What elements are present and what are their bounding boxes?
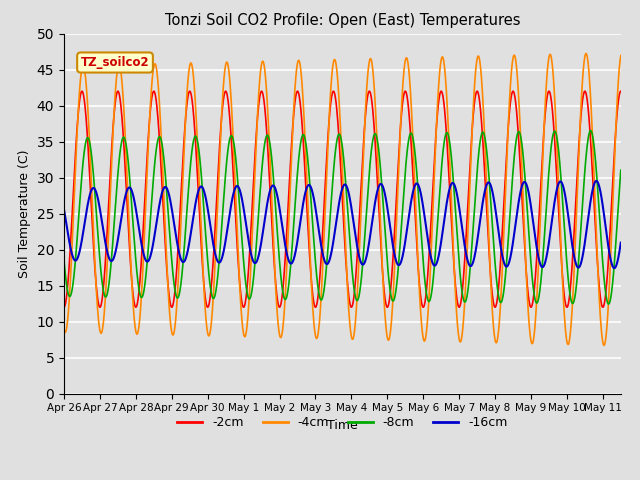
-2cm bbox=[60, 304, 68, 310]
-4cm bbox=[598, 330, 605, 336]
-4cm bbox=[600, 343, 608, 348]
-8cm bbox=[60, 257, 68, 263]
Title: Tonzi Soil CO2 Profile: Open (East) Temperatures: Tonzi Soil CO2 Profile: Open (East) Temp… bbox=[164, 13, 520, 28]
Line: -16cm: -16cm bbox=[64, 181, 621, 268]
Legend: -2cm, -4cm, -8cm, -16cm: -2cm, -4cm, -8cm, -16cm bbox=[172, 411, 513, 434]
-16cm bbox=[611, 265, 618, 271]
Line: -8cm: -8cm bbox=[64, 131, 621, 304]
Line: -4cm: -4cm bbox=[64, 53, 621, 346]
-16cm bbox=[346, 194, 353, 200]
-4cm bbox=[426, 282, 433, 288]
-4cm bbox=[409, 131, 417, 137]
X-axis label: Time: Time bbox=[327, 419, 358, 432]
-2cm bbox=[426, 243, 433, 249]
-8cm bbox=[409, 134, 417, 140]
-16cm bbox=[593, 178, 600, 184]
-8cm bbox=[605, 301, 612, 307]
-4cm bbox=[582, 50, 590, 56]
-4cm bbox=[93, 293, 100, 299]
-4cm bbox=[617, 53, 625, 59]
-8cm bbox=[426, 298, 433, 304]
Y-axis label: Soil Temperature (C): Soil Temperature (C) bbox=[18, 149, 31, 278]
-2cm bbox=[617, 88, 625, 94]
-4cm bbox=[531, 321, 539, 326]
-8cm bbox=[346, 234, 353, 240]
-2cm bbox=[409, 167, 417, 172]
-4cm bbox=[60, 327, 68, 333]
-16cm bbox=[617, 240, 625, 245]
-16cm bbox=[93, 191, 100, 197]
-8cm bbox=[93, 215, 100, 221]
Line: -2cm: -2cm bbox=[64, 91, 621, 307]
-8cm bbox=[587, 128, 595, 133]
-4cm bbox=[346, 317, 353, 323]
-8cm bbox=[617, 168, 625, 173]
-8cm bbox=[598, 244, 605, 250]
-8cm bbox=[531, 297, 539, 303]
-2cm bbox=[531, 276, 539, 282]
-16cm bbox=[598, 195, 605, 201]
-16cm bbox=[60, 206, 68, 212]
-2cm bbox=[598, 300, 605, 306]
-16cm bbox=[409, 191, 417, 196]
-16cm bbox=[426, 248, 433, 253]
-2cm bbox=[346, 299, 353, 304]
Text: TZ_soilco2: TZ_soilco2 bbox=[81, 56, 149, 69]
-16cm bbox=[531, 234, 539, 240]
-2cm bbox=[93, 288, 100, 293]
